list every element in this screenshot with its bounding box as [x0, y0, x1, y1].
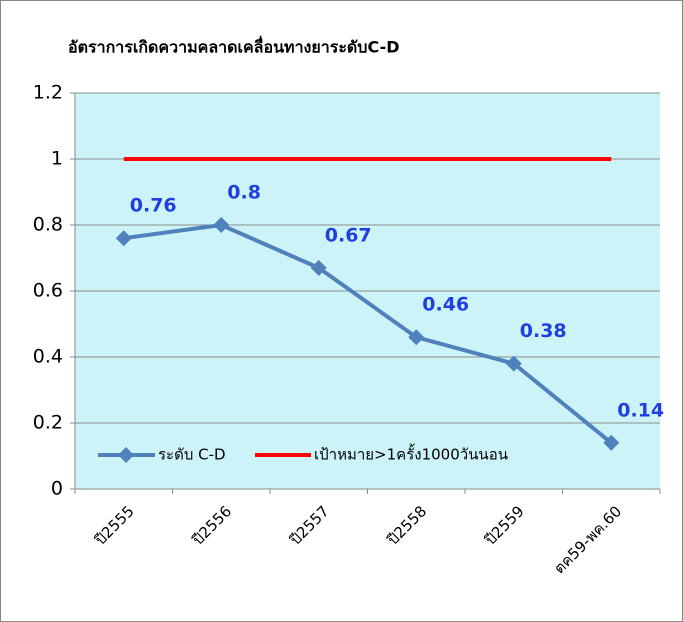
- data-label: 0.46: [422, 294, 469, 316]
- y-tick-label: 0.8: [33, 214, 63, 236]
- y-tick-label: 0.2: [33, 412, 63, 434]
- data-point: [505, 355, 522, 372]
- data-point: [115, 230, 132, 247]
- y-tick-label: 1: [51, 148, 63, 170]
- y-tick-label: 1.2: [33, 82, 63, 104]
- y-tick-label: 0.4: [33, 346, 63, 368]
- y-tick-label: 0.6: [33, 280, 63, 302]
- data-label: 0.8: [227, 182, 261, 204]
- data-point: [408, 329, 425, 346]
- chart-title: อัตราการเกิดความคลาดเคลื่อนทางยาระดับC-D: [68, 36, 399, 57]
- data-label: 0.76: [130, 195, 177, 217]
- legend-marker: [118, 447, 134, 463]
- legend-label: ระดับ C-D: [158, 446, 226, 464]
- legend-label: เป้าหมาย>1ครั้ง1000วันนอน: [314, 444, 508, 464]
- data-point: [310, 259, 327, 276]
- data-label: 0.67: [325, 224, 372, 246]
- data-point: [603, 434, 620, 451]
- data-label: 0.38: [520, 320, 567, 342]
- data-label: 0.14: [617, 399, 664, 421]
- data-line: [123, 222, 613, 445]
- y-tick-label: 0: [51, 478, 63, 500]
- data-point: [213, 217, 230, 233]
